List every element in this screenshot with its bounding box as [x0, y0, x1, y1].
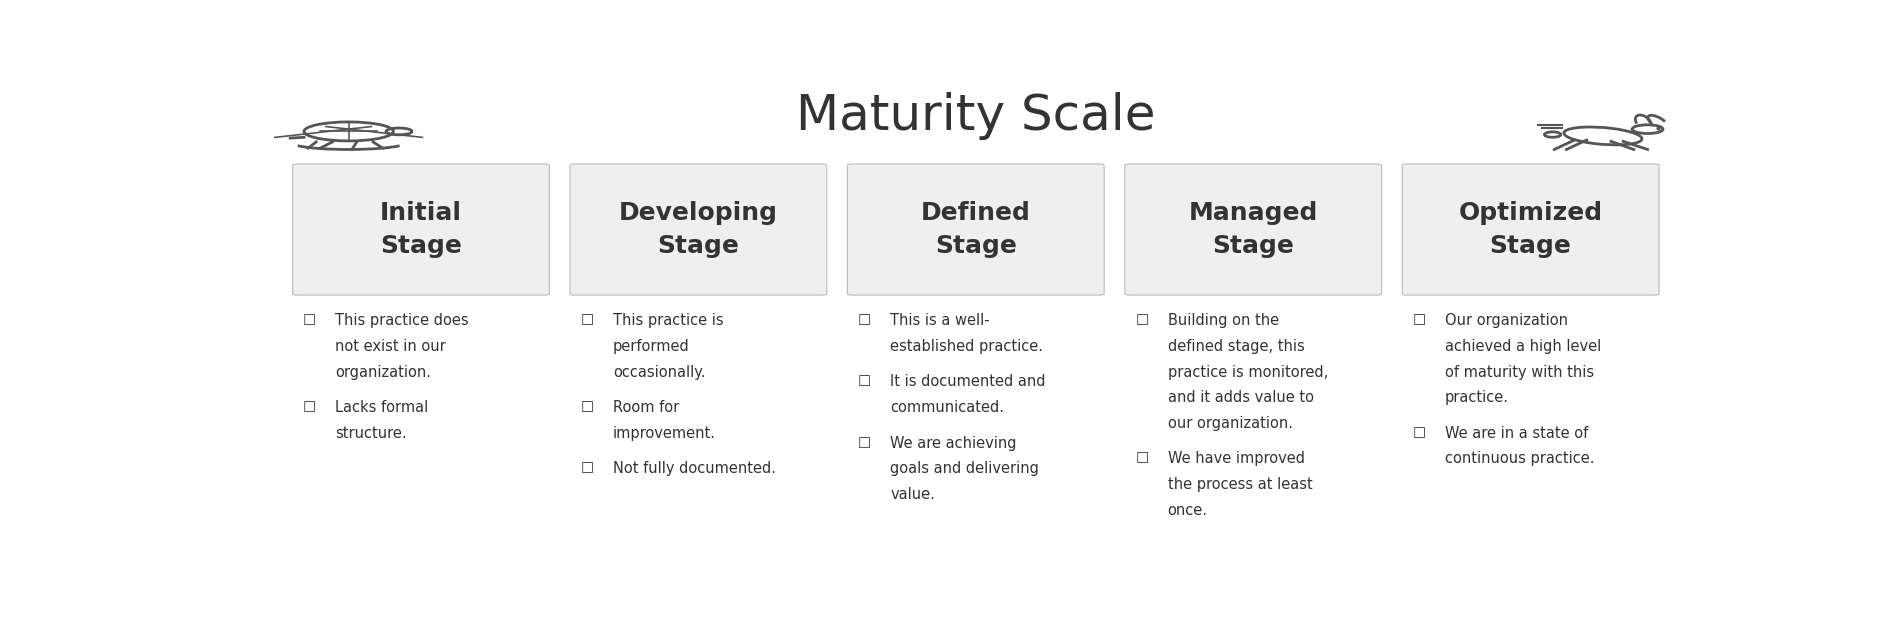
- Text: occasionally.: occasionally.: [613, 365, 704, 380]
- Text: established practice.: established practice.: [891, 339, 1043, 354]
- Text: Initial
Stage: Initial Stage: [381, 201, 463, 259]
- Text: Maturity Scale: Maturity Scale: [796, 92, 1156, 140]
- Text: achieved a high level: achieved a high level: [1445, 339, 1601, 354]
- FancyBboxPatch shape: [569, 164, 826, 295]
- Text: communicated.: communicated.: [891, 400, 1003, 415]
- Text: and it adds value to: and it adds value to: [1167, 390, 1314, 405]
- Text: Not fully documented.: Not fully documented.: [613, 461, 775, 476]
- FancyBboxPatch shape: [293, 164, 550, 295]
- Text: not exist in our: not exist in our: [335, 339, 446, 354]
- Text: once.: once.: [1167, 502, 1207, 518]
- Text: Defined
Stage: Defined Stage: [922, 201, 1030, 259]
- Text: ☐: ☐: [581, 400, 594, 415]
- Text: ☐: ☐: [303, 314, 316, 328]
- Text: Lacks formal: Lacks formal: [335, 400, 428, 415]
- Text: Managed
Stage: Managed Stage: [1188, 201, 1318, 259]
- Text: ☐: ☐: [1135, 314, 1148, 328]
- Text: practice is monitored,: practice is monitored,: [1167, 365, 1327, 380]
- Text: Optimized
Stage: Optimized Stage: [1458, 201, 1603, 259]
- Text: Developing
Stage: Developing Stage: [619, 201, 779, 259]
- Text: ☐: ☐: [857, 436, 870, 451]
- FancyBboxPatch shape: [1125, 164, 1382, 295]
- Text: ☐: ☐: [857, 314, 870, 328]
- Text: Our organization: Our organization: [1445, 314, 1569, 328]
- Text: ☐: ☐: [1413, 426, 1426, 441]
- Text: of maturity with this: of maturity with this: [1445, 365, 1594, 380]
- Text: ☐: ☐: [1413, 314, 1426, 328]
- Text: It is documented and: It is documented and: [891, 374, 1045, 390]
- Text: our organization.: our organization.: [1167, 416, 1293, 431]
- Text: organization.: organization.: [335, 365, 432, 380]
- Text: defined stage, this: defined stage, this: [1167, 339, 1304, 354]
- Text: We are achieving: We are achieving: [891, 436, 1017, 451]
- Text: This is a well-: This is a well-: [891, 314, 990, 328]
- Text: This practice is: This practice is: [613, 314, 724, 328]
- Text: improvement.: improvement.: [613, 426, 716, 441]
- Text: Building on the: Building on the: [1167, 314, 1279, 328]
- Text: This practice does: This practice does: [335, 314, 468, 328]
- Text: ☐: ☐: [303, 400, 316, 415]
- Text: Room for: Room for: [613, 400, 680, 415]
- Text: structure.: structure.: [335, 426, 407, 441]
- FancyBboxPatch shape: [847, 164, 1104, 295]
- Text: We are in a state of: We are in a state of: [1445, 426, 1588, 441]
- Text: goals and delivering: goals and delivering: [891, 461, 1040, 476]
- Text: ☐: ☐: [1135, 451, 1148, 467]
- Text: ☐: ☐: [581, 461, 594, 476]
- Text: We have improved: We have improved: [1167, 451, 1304, 467]
- Text: continuous practice.: continuous practice.: [1445, 451, 1594, 467]
- Text: performed: performed: [613, 339, 689, 354]
- FancyBboxPatch shape: [1401, 164, 1658, 295]
- Text: practice.: practice.: [1445, 390, 1510, 405]
- Text: ☐: ☐: [581, 314, 594, 328]
- Text: ☐: ☐: [857, 374, 870, 390]
- Text: the process at least: the process at least: [1167, 477, 1312, 492]
- Text: value.: value.: [891, 487, 935, 502]
